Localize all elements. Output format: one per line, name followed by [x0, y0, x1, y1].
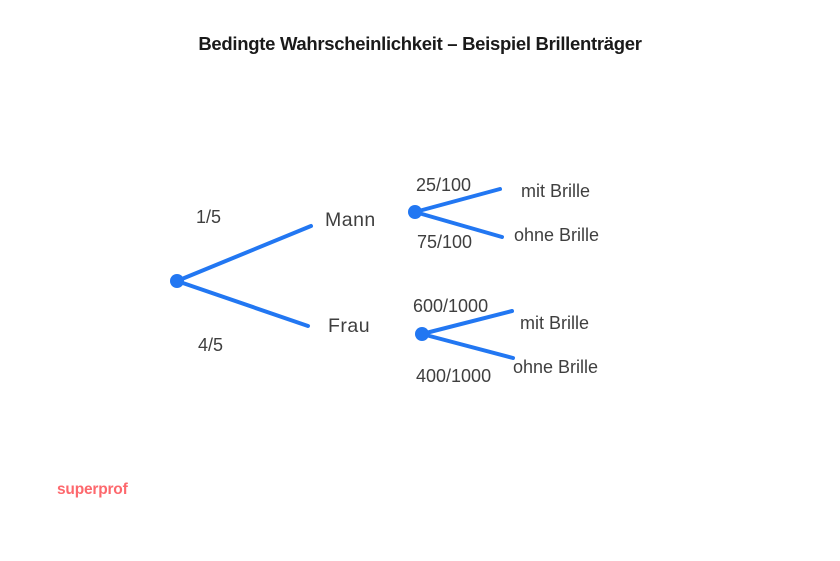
branch-frau-mit-brille [420, 309, 514, 336]
branch-label-mann: Mann [325, 209, 376, 231]
superprof-logo: superprof [57, 481, 128, 498]
node-root [170, 274, 184, 288]
node-mann [408, 205, 422, 219]
probability-label-frau: 4/5 [198, 335, 224, 355]
probability-label-frau-mit: 600/1000 [413, 296, 489, 316]
page-title: Bedingte Wahrscheinlichkeit – Beispiel B… [198, 33, 642, 54]
branch-label-frau: Frau [328, 315, 371, 337]
branch-root-mann [175, 224, 313, 283]
branch-mann-mit-brille [413, 187, 502, 214]
probability-label-mann: 1/5 [196, 207, 222, 227]
leaf-label-frau-ohne-brille: ohne Brille [513, 357, 599, 377]
node-frau [415, 327, 429, 341]
probability-label-frau-ohne: 400/1000 [416, 366, 492, 386]
probability-label-mann-mit: 25/100 [416, 175, 472, 195]
branch-root-frau [175, 279, 310, 328]
leaf-label-frau-mit-brille: mit Brille [520, 313, 590, 333]
branch-frau-ohne-brille [420, 332, 515, 360]
leaf-label-mann-mit-brille: mit Brille [521, 181, 591, 201]
branch-mann-ohne-brille [413, 210, 504, 239]
leaf-label-mann-ohne-brille: ohne Brille [514, 225, 600, 245]
probability-label-mann-ohne: 75/100 [417, 232, 473, 252]
